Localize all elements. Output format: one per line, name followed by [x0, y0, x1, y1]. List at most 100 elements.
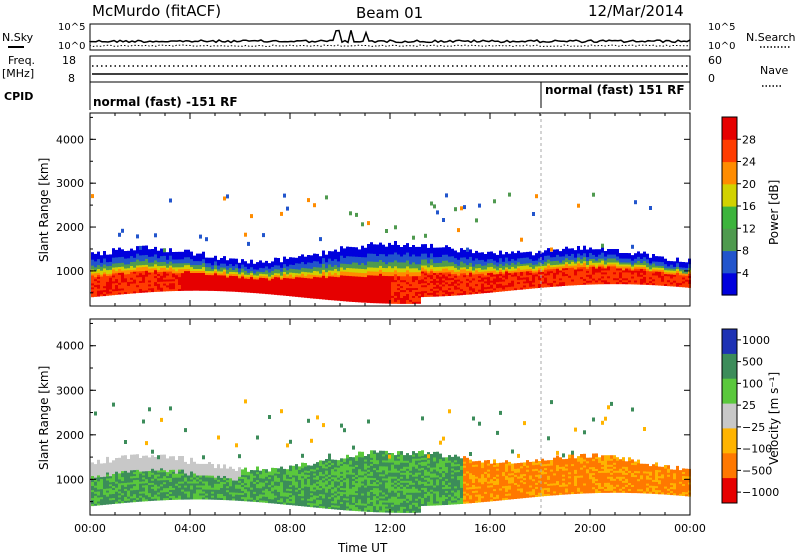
heatmap-cell — [184, 267, 187, 272]
heatmap-cell — [100, 261, 103, 265]
heatmap-cell — [157, 272, 160, 276]
heatmap-cell — [127, 286, 130, 290]
heatmap-cell — [94, 257, 97, 262]
heatmap-cell — [232, 258, 235, 263]
heatmap-cell — [220, 263, 223, 268]
heatmap-cell — [187, 261, 190, 266]
heatmap-cell — [184, 287, 187, 291]
heatmap-cell — [154, 268, 157, 273]
heatmap-cell — [466, 251, 469, 256]
heatmap-cell — [244, 279, 247, 283]
colorbar-tick-label: 8 — [742, 245, 749, 258]
heatmap-cell — [145, 261, 148, 265]
heatmap-cell — [166, 279, 169, 284]
heatmap-cell — [172, 285, 175, 290]
heatmap-cell — [190, 269, 193, 273]
heatmap-cell — [244, 267, 247, 271]
heatmap-cell — [103, 278, 106, 283]
heatmap-cell — [109, 276, 112, 280]
heatmap-cell — [127, 272, 130, 277]
heatmap-cell — [208, 285, 211, 289]
heatmap-cell — [184, 265, 187, 270]
heatmap-cell — [619, 253, 622, 257]
heatmap-cell — [94, 277, 97, 282]
heatmap-cell — [190, 273, 193, 277]
heatmap-cell — [241, 261, 244, 265]
heatmap-cell — [181, 261, 184, 266]
heatmap-cell — [91, 252, 94, 256]
heatmap-cell — [580, 249, 583, 254]
heatmap-cell — [166, 254, 169, 258]
heatmap-cell — [142, 271, 145, 275]
heatmap-cell — [130, 268, 133, 272]
heatmap-cell — [385, 229, 388, 233]
heatmap-cell — [133, 250, 136, 254]
heatmap-cell — [118, 275, 121, 279]
heatmap-cell — [169, 267, 172, 272]
heatmap-cell — [313, 203, 316, 208]
heatmap-cell — [205, 271, 208, 275]
heatmap-cell — [178, 261, 181, 266]
heatmap-cell — [250, 277, 253, 281]
heatmap-cell — [175, 283, 178, 288]
heatmap-cell — [160, 268, 163, 272]
heatmap-cell — [112, 264, 115, 268]
heatmap-cell — [172, 259, 175, 264]
heatmap-cell — [247, 289, 250, 293]
heatmap-cell — [235, 286, 238, 290]
heatmap-cell — [211, 283, 214, 287]
heatmap-cell — [262, 266, 265, 271]
beam-title: Beam 01 — [356, 4, 423, 22]
heatmap-cell — [169, 283, 172, 288]
heatmap-cell — [193, 271, 196, 275]
heatmap-cell — [421, 244, 424, 248]
heatmap-cell — [163, 454, 166, 459]
heatmap-cell — [109, 270, 112, 274]
heatmap-cell — [166, 252, 169, 256]
heatmap-cell — [217, 281, 220, 286]
heatmap-cell — [145, 253, 148, 257]
heatmap-cell — [118, 283, 121, 287]
heatmap-cell — [232, 266, 235, 270]
heatmap-cell — [463, 249, 466, 254]
heatmap-cell — [253, 277, 256, 282]
heatmap-cell — [115, 267, 118, 272]
heatmap-cell — [397, 245, 400, 249]
heatmap-cell — [151, 256, 154, 261]
heatmap-cell — [154, 262, 157, 267]
heatmap-cell — [184, 253, 187, 258]
heatmap-cell — [127, 256, 130, 261]
heatmap-cell — [253, 265, 256, 270]
heatmap-cell — [478, 252, 481, 257]
heatmap-cell — [256, 283, 259, 288]
heatmap-cell — [568, 248, 571, 253]
heatmap-cell — [157, 260, 160, 265]
freq-tick-top: 18 — [62, 54, 76, 67]
heatmap-cell — [214, 259, 217, 264]
heatmap-cell — [223, 273, 226, 278]
heatmap-cell — [430, 201, 433, 206]
heatmap-cell — [100, 275, 103, 279]
heatmap-cell — [154, 284, 157, 288]
heatmap-cell — [154, 233, 157, 238]
heatmap-cell — [577, 203, 580, 208]
heatmap-cell — [157, 455, 160, 460]
heatmap-cell — [208, 287, 211, 291]
noise-panel-frame — [89, 23, 691, 51]
heatmap-cell — [91, 271, 94, 276]
heatmap-cell — [238, 282, 241, 287]
heatmap-cell — [154, 266, 157, 271]
heatmap-cell — [124, 280, 127, 285]
heatmap-cell — [232, 268, 235, 272]
heatmap-cell — [229, 274, 232, 278]
heatmap-cell — [100, 290, 103, 295]
heatmap-cell — [226, 281, 229, 286]
heatmap-cell — [124, 440, 127, 444]
heatmap-cell — [217, 285, 220, 290]
heatmap-cell — [151, 276, 154, 281]
heatmap-cell — [106, 292, 109, 296]
heatmap-cell — [508, 192, 511, 197]
heatmap-cell — [184, 271, 187, 275]
heatmap-cell — [100, 273, 103, 277]
heatmap-cell — [229, 272, 232, 276]
